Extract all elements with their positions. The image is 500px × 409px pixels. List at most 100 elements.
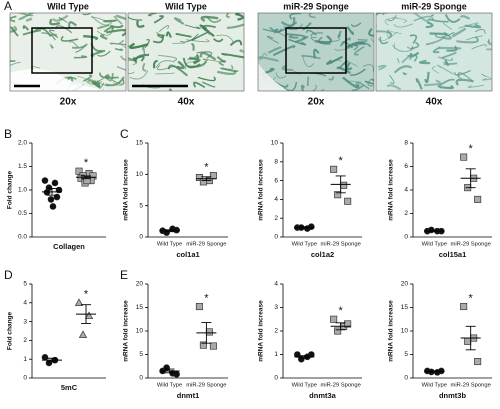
tissue-fiber: [428, 18, 449, 23]
significance-marker: *: [469, 292, 474, 304]
tissue-fiber: [346, 26, 354, 35]
y-tick-label: 2: [404, 210, 408, 217]
tissue-fiber: [136, 20, 145, 28]
tissue-fiber: [444, 14, 461, 23]
tissue-fiber: [235, 13, 242, 16]
tissue-fiber: [437, 56, 454, 62]
x-tick-label: miR-29 Sponge: [451, 242, 491, 248]
dot-plot: B Fold change 0.0 0.5 1.0 1.5 2.0 Collagen *: [4, 127, 106, 251]
tissue-fiber: [261, 53, 268, 58]
tissue-fiber: [180, 33, 199, 43]
tissue-fiber: [465, 35, 483, 41]
tissue-fiber: [226, 23, 244, 29]
y-tick-label: 10: [401, 328, 409, 335]
tissue-fiber: [396, 58, 400, 64]
tissue-fiber: [353, 46, 365, 56]
tissue-fiber: [482, 78, 491, 81]
y-tick-label: 3: [23, 318, 27, 325]
tissue-fiber: [152, 59, 158, 69]
tissue-fiber: [379, 36, 389, 45]
tissue-fiber: [91, 80, 101, 88]
image-border: [257, 12, 375, 92]
tissue-fiber: [216, 34, 234, 43]
tissue-fiber: [402, 72, 408, 76]
tissue-fiber: [184, 24, 201, 30]
tissue-fiber: [186, 39, 210, 43]
tissue-fiber: [25, 17, 33, 22]
tissue-fiber: [310, 36, 317, 43]
zoom-box: [285, 27, 347, 74]
tissue-fiber: [258, 56, 279, 63]
tissue-fiber: [104, 72, 114, 82]
tissue-fiber: [112, 78, 125, 85]
tissue-fiber: [389, 74, 395, 85]
tissue-fiber: [367, 78, 374, 87]
tissue-fiber: [425, 36, 444, 46]
tissue-fiber: [173, 17, 185, 25]
dot-plot: D Fold change 0 1 2 3 4 5 5mC *: [4, 268, 106, 392]
tissue-fiber: [168, 88, 173, 91]
tissue-fiber: [129, 70, 149, 80]
y-tick-label: 0: [139, 234, 143, 241]
error-bar: [299, 226, 310, 229]
tissue-fiber: [58, 17, 68, 23]
tissue-fiber: [158, 25, 169, 32]
y-tick-label: 4: [274, 281, 278, 288]
zoom-box: [31, 27, 93, 74]
tissue-fiber: [471, 44, 487, 50]
y-axis-label: mRNA fold increase: [258, 159, 265, 221]
image-title: miR-29 Sponge: [283, 1, 349, 11]
tissue-fiber: [310, 84, 317, 91]
x-tick-label: Wild Type: [157, 383, 182, 389]
tissue-fiber: [144, 38, 150, 49]
tissue-fiber: [10, 26, 19, 37]
tissue-fiber: [165, 31, 172, 38]
tissue-fiber: [72, 43, 88, 49]
tissue-fiber: [190, 43, 195, 51]
tissue-fiber: [474, 28, 486, 35]
tissue-fiber: [386, 84, 402, 91]
tissue-fiber: [437, 64, 454, 75]
tissue-fiber: [129, 42, 149, 49]
dot-plot: mRNA fold increase 0 5 10 15 20 Wild Type miR-2…: [388, 281, 492, 400]
tissue-fiber: [370, 37, 374, 43]
tissue-fiber: [83, 74, 93, 82]
tissue-fiber: [147, 13, 160, 17]
tissue-fiber: [262, 28, 276, 34]
x-tick-label: Wild Type: [292, 383, 317, 389]
data-point: [428, 226, 435, 234]
tissue-fiber: [452, 27, 467, 38]
data-point: [308, 223, 315, 230]
tissue-fiber: [104, 73, 111, 78]
tissue-fiber: [106, 29, 126, 37]
tissue-fiber: [430, 14, 434, 17]
tissue-fiber: [432, 46, 441, 54]
tissue-fiber: [377, 64, 387, 71]
tissue-fiber: [60, 35, 79, 42]
image-border: [9, 12, 127, 92]
tissue-fiber: [308, 13, 316, 19]
y-tick-label: 5: [23, 281, 27, 288]
y-axis-label: mRNA fold increase: [123, 300, 130, 362]
image-background: [128, 13, 244, 91]
tissue-fiber: [313, 48, 320, 59]
error-bar: [46, 357, 57, 363]
error-bar: [429, 370, 440, 373]
y-tick-label: 15: [136, 304, 144, 311]
tissue-fiber: [289, 13, 302, 20]
image-title: miR-29 Sponge: [401, 1, 467, 11]
y-tick-label: 0: [274, 375, 278, 382]
tissue-fiber: [115, 14, 126, 21]
tissue-fiber: [113, 15, 123, 25]
tissue-fiber: [455, 78, 474, 86]
tissue-fiber: [387, 29, 392, 38]
x-tick-label: miR-29 Sponge: [186, 242, 226, 248]
error-bar: [46, 188, 57, 196]
tissue-fiber: [337, 30, 342, 38]
x-axis-label: Collagen: [53, 242, 85, 251]
tissue-fiber: [200, 15, 219, 22]
tissue-fiber: [272, 45, 296, 57]
y-tick-label: 8: [274, 159, 278, 166]
data-point: [330, 315, 338, 323]
